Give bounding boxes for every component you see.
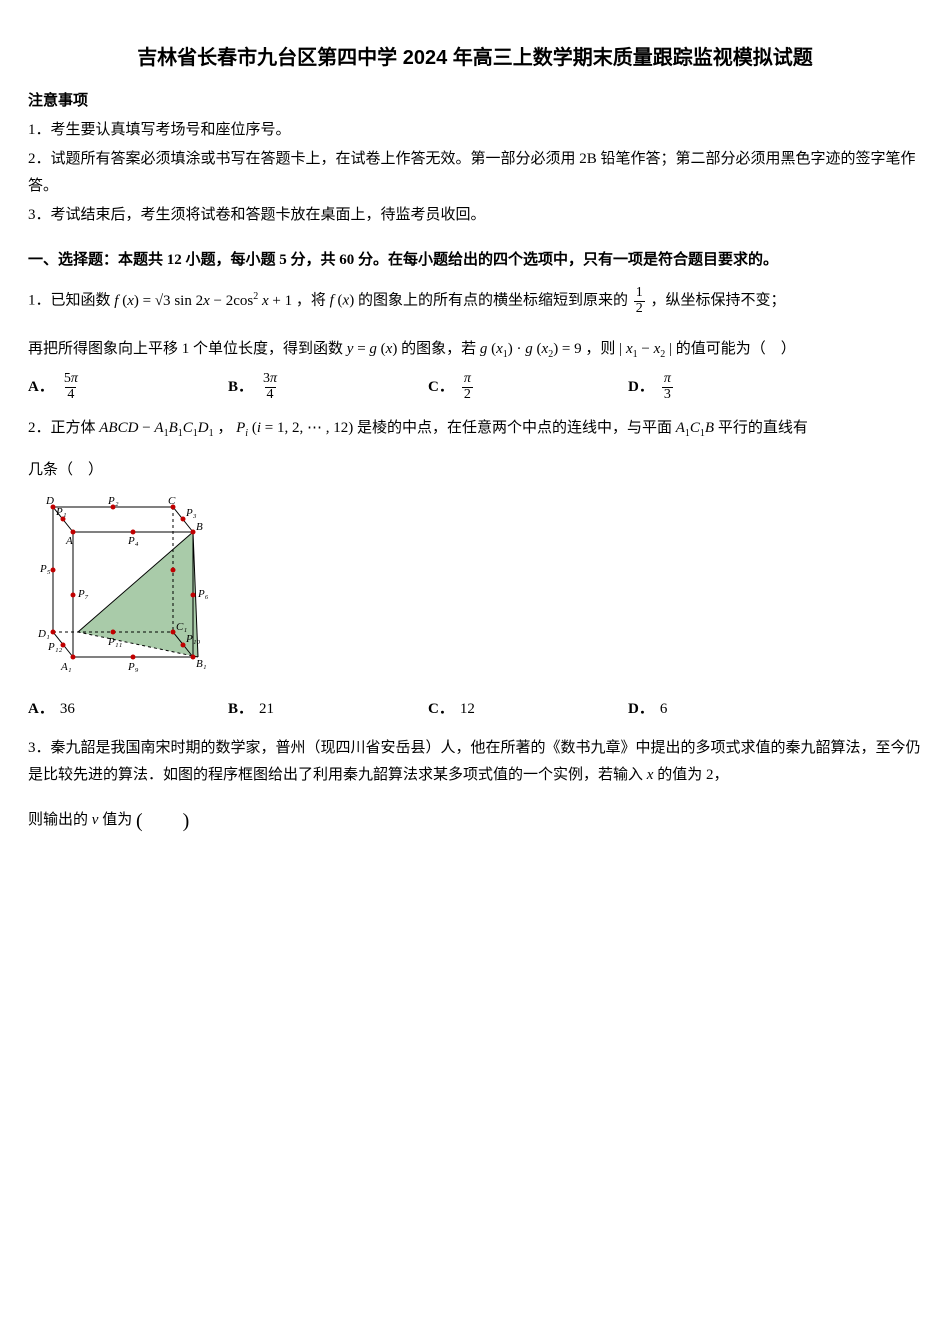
question-2: 2．正方体 ABCD − A1B1C1D1 ， Pi (i = 1, 2, ⋯ … bbox=[28, 415, 922, 723]
svg-text:C: C bbox=[168, 495, 176, 507]
svg-text:P₄: P₄ bbox=[127, 535, 139, 547]
fraction-den: 2 bbox=[634, 301, 645, 317]
q2-text: ， bbox=[217, 420, 232, 436]
q1-text: 的值可能为（ ） bbox=[676, 341, 796, 357]
svg-text:D₁: D₁ bbox=[37, 628, 50, 640]
svg-text:P₁₁: P₁₁ bbox=[107, 636, 123, 648]
question-1: 1．已知函数 f (x) = √3 sin 2x − 2cos2 x + 1 ，… bbox=[28, 286, 922, 403]
option-value: 21 bbox=[259, 696, 274, 723]
q3-text: 的值为 2， bbox=[657, 767, 728, 783]
option-label: D． bbox=[628, 374, 654, 401]
q1-text: ，将 bbox=[296, 293, 330, 309]
option-label: D． bbox=[628, 696, 654, 723]
option-fraction: 5π 4 bbox=[62, 372, 80, 402]
option-label: B． bbox=[228, 696, 253, 723]
option-b[interactable]: B． 21 bbox=[228, 696, 428, 723]
option-fraction: π 2 bbox=[462, 372, 473, 402]
option-d[interactable]: D． π 3 bbox=[628, 372, 828, 402]
q2-cube: ABCD − A1B1C1D1 bbox=[99, 420, 213, 436]
q1-options: A． 5π 4 B． 3π 4 C． π 2 D． π 3 bbox=[28, 372, 922, 402]
q2-pi: Pi (i = 1, 2, ⋯ , 12) bbox=[236, 420, 353, 436]
q1-func-def: f (x) = √3 sin 2x − 2cos2 x + 1 bbox=[114, 293, 292, 309]
svg-text:P₁₀: P₁₀ bbox=[185, 633, 201, 645]
svg-text:P₉: P₉ bbox=[127, 661, 139, 673]
option-fraction: π 3 bbox=[662, 372, 673, 402]
svg-text:B₁: B₁ bbox=[196, 658, 207, 670]
svg-text:C₁: C₁ bbox=[176, 621, 187, 633]
option-label: C． bbox=[428, 374, 454, 401]
notice-line: 2．试题所有答案必须填涂或书写在答题卡上，在试卷上作答无效。第一部分必须用 2B… bbox=[28, 146, 922, 200]
option-c[interactable]: C． π 2 bbox=[428, 372, 628, 402]
notice-heading: 注意事项 bbox=[28, 88, 922, 115]
option-b[interactable]: B． 3π 4 bbox=[228, 372, 428, 402]
svg-text:A₁: A₁ bbox=[60, 661, 72, 673]
svg-text:P₂: P₂ bbox=[107, 495, 119, 507]
option-a[interactable]: A． 36 bbox=[28, 696, 228, 723]
option-c[interactable]: C． 12 bbox=[428, 696, 628, 723]
notice-line: 3．考试结束后，考生须将试卷和答题卡放在桌面上，待监考员收回。 bbox=[28, 202, 922, 229]
section-heading: 一、选择题：本题共 12 小题，每小题 5 分，共 60 分。在每小题给出的四个… bbox=[28, 247, 922, 274]
q1-text: 的图象上的所有点的横坐标缩短到原来的 bbox=[358, 293, 632, 309]
option-label: C． bbox=[428, 696, 454, 723]
q1-ygx: y = g (x) bbox=[347, 341, 398, 357]
q2-text: 是棱的中点，在任意两个中点的连线中，与平面 bbox=[357, 420, 676, 436]
q2-text: 平行的直线有 bbox=[718, 420, 808, 436]
q1-fx: f (x) bbox=[330, 293, 355, 309]
question-3: 3．秦九韶是我国南宋时期的数学家，普州（现四川省安岳县）人，他在所著的《数书九章… bbox=[28, 735, 922, 839]
q2-options: A． 36 B． 21 C． 12 D． 6 bbox=[28, 696, 922, 723]
svg-text:P₅: P₅ bbox=[39, 563, 51, 575]
fraction-den: 3 bbox=[662, 387, 673, 403]
q2-plane: A1C1B bbox=[676, 420, 714, 436]
q2-text: 2．正方体 bbox=[28, 420, 99, 436]
option-value: 36 bbox=[60, 696, 75, 723]
option-a[interactable]: A． 5π 4 bbox=[28, 372, 228, 402]
q3-x: x bbox=[647, 767, 654, 783]
q3-paren: ( ) bbox=[136, 810, 189, 832]
option-label: B． bbox=[228, 374, 253, 401]
q1-text: 再把所得图象向上平移 1 个单位长度，得到函数 bbox=[28, 341, 347, 357]
svg-text:P₆: P₆ bbox=[197, 588, 209, 600]
fraction-half: 1 2 bbox=[634, 286, 645, 316]
q1-abs: | x1 − x2 | bbox=[619, 341, 672, 357]
option-value: 6 bbox=[660, 696, 668, 723]
q2-text: 几条（ ） bbox=[28, 462, 103, 478]
svg-text:B: B bbox=[196, 521, 203, 533]
q1-text: 的图象，若 bbox=[401, 341, 480, 357]
option-label: A． bbox=[28, 374, 54, 401]
svg-text:P₃: P₃ bbox=[185, 507, 197, 519]
q1-text: ，纵坐标保持不变； bbox=[650, 293, 785, 309]
svg-text:P₇: P₇ bbox=[77, 588, 89, 600]
q1-prod: g (x1) · g (x2) = 9 bbox=[480, 341, 582, 357]
q3-text: 3．秦九韶是我国南宋时期的数学家，普州（现四川省安岳县）人，他在所著的《数书九章… bbox=[28, 740, 921, 783]
option-value: 12 bbox=[460, 696, 475, 723]
page-title: 吉林省长春市九台区第四中学 2024 年高三上数学期末质量跟踪监视模拟试题 bbox=[28, 40, 922, 76]
q1-text: ，则 bbox=[585, 341, 619, 357]
fraction-den: 2 bbox=[462, 387, 473, 403]
fraction-den: 4 bbox=[265, 387, 276, 403]
notice-line: 1．考生要认真填写考场号和座位序号。 bbox=[28, 117, 922, 144]
fraction-den: 4 bbox=[65, 387, 76, 403]
q3-text: 值为 bbox=[102, 812, 132, 828]
svg-text:A: A bbox=[65, 535, 73, 547]
option-d[interactable]: D． 6 bbox=[628, 696, 828, 723]
svg-text:P₁₂: P₁₂ bbox=[47, 641, 63, 653]
option-fraction: 3π 4 bbox=[261, 372, 279, 402]
q3-v: v bbox=[92, 812, 99, 828]
q1-stem: 1．已知函数 bbox=[28, 293, 114, 309]
svg-text:D: D bbox=[45, 495, 54, 507]
svg-text:P₁: P₁ bbox=[55, 506, 67, 518]
option-label: A． bbox=[28, 696, 54, 723]
fraction-num: 1 bbox=[634, 286, 645, 301]
cube-diagram: D C B A D₁ C₁ B₁ A₁ P₂ P₃ P₁ P₄ P₅ P₆ P₇ P₁₁ P₁₀… bbox=[28, 492, 922, 692]
q3-text: 则输出的 bbox=[28, 812, 92, 828]
